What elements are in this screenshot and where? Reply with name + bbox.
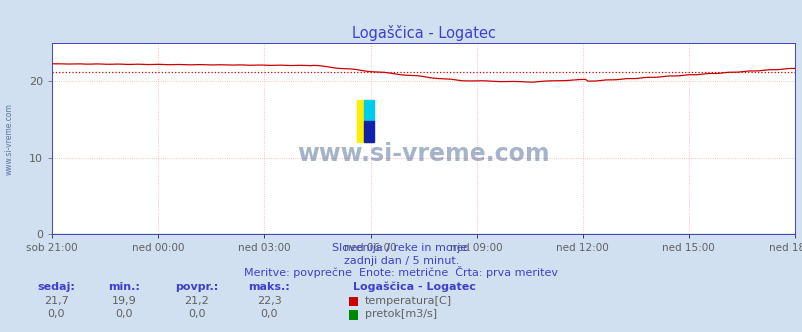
Text: www.si-vreme.com: www.si-vreme.com <box>297 142 549 166</box>
Text: povpr.:: povpr.: <box>175 283 218 292</box>
Text: Logaščica - Logatec: Logaščica - Logatec <box>353 282 476 292</box>
Title: Logaščica - Logatec: Logaščica - Logatec <box>351 25 495 41</box>
Text: temperatura[C]: temperatura[C] <box>364 296 451 306</box>
Bar <box>363 122 374 142</box>
Text: 0,0: 0,0 <box>188 309 205 319</box>
Text: sedaj:: sedaj: <box>37 283 75 292</box>
Text: 21,2: 21,2 <box>184 296 209 306</box>
Text: maks.:: maks.: <box>248 283 290 292</box>
Text: Meritve: povprečne  Enote: metrične  Črta: prva meritev: Meritve: povprečne Enote: metrične Črta:… <box>244 266 558 278</box>
Text: zadnji dan / 5 minut.: zadnji dan / 5 minut. <box>343 256 459 266</box>
Text: 0,0: 0,0 <box>47 309 65 319</box>
Text: 0,0: 0,0 <box>115 309 133 319</box>
Bar <box>363 101 374 122</box>
Bar <box>356 100 370 142</box>
Text: Slovenija / reke in morje.: Slovenija / reke in morje. <box>332 243 470 253</box>
Text: pretok[m3/s]: pretok[m3/s] <box>364 309 436 319</box>
Text: 22,3: 22,3 <box>257 296 281 306</box>
Text: min.:: min.: <box>108 283 140 292</box>
Text: www.si-vreme.com: www.si-vreme.com <box>5 104 14 175</box>
Text: 21,7: 21,7 <box>44 296 68 306</box>
Text: 19,9: 19,9 <box>112 296 136 306</box>
Text: 0,0: 0,0 <box>260 309 277 319</box>
